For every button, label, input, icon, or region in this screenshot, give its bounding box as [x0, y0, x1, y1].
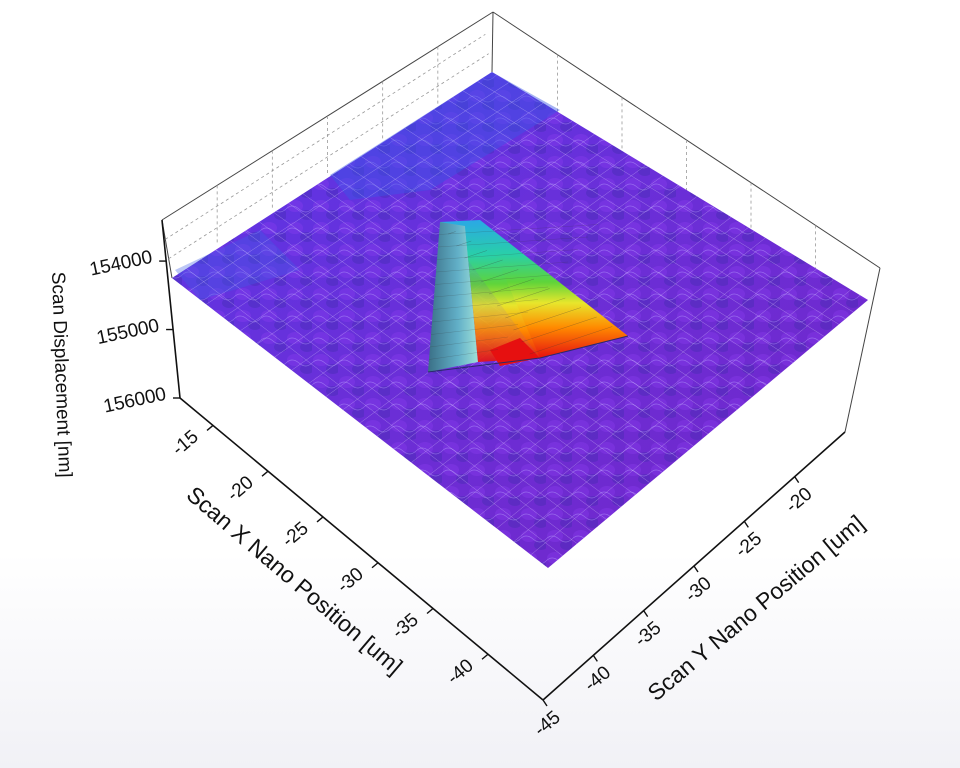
indent-wall	[428, 222, 478, 372]
x-tick-mark	[426, 607, 434, 615]
mesh-line	[436, 249, 579, 260]
y-tick-mark	[794, 476, 800, 484]
mesh-line	[513, 307, 582, 331]
x-axis-line	[179, 397, 544, 701]
mesh-line	[431, 311, 529, 323]
mesh-line	[497, 288, 550, 307]
mesh-line	[390, 137, 767, 386]
y-tick-mark	[693, 565, 699, 573]
mesh-line	[223, 102, 544, 318]
box-edge	[844, 267, 881, 433]
x-tick-mark	[206, 424, 214, 431]
mesh-line	[435, 261, 569, 273]
mesh-line	[419, 118, 796, 362]
mesh-line	[505, 297, 566, 319]
mesh-line	[462, 247, 783, 503]
mesh-line	[437, 236, 589, 248]
z-ticks: 154000 155000 156000	[88, 247, 180, 418]
y-tick-label: -30	[681, 573, 716, 607]
x-tick-mark	[371, 562, 379, 569]
x-tick-label: -15	[168, 426, 203, 460]
x-tick-label: -40	[443, 655, 478, 689]
y-tick-label: -35	[631, 618, 666, 652]
mesh-line	[438, 224, 599, 235]
mesh-line	[404, 127, 781, 374]
x-axis-label: Scan X Nano Position [um]	[182, 481, 408, 679]
mesh-line	[240, 113, 561, 331]
mesh-line	[215, 249, 592, 532]
x-tick-label: -30	[333, 564, 368, 598]
y-tick-mark	[643, 610, 649, 618]
z-tick-label: 155000	[95, 315, 161, 349]
mesh-line	[488, 278, 535, 295]
surface-ridge	[330, 72, 560, 200]
indent-rim	[427, 335, 629, 373]
mesh-line	[200, 259, 578, 544]
mesh-line	[257, 123, 578, 345]
mesh-line	[230, 240, 607, 520]
mesh-line	[434, 274, 559, 285]
y-tick-label: -20	[782, 484, 817, 518]
y-tick-label: -25	[732, 528, 767, 562]
mesh-line	[433, 109, 810, 349]
mesh-line	[186, 268, 563, 557]
z-tick-label: 156000	[102, 384, 168, 418]
mesh-line	[464, 250, 488, 259]
x-tick-mark	[481, 653, 489, 660]
y-tick-mark	[542, 699, 548, 707]
mesh-line	[274, 133, 595, 358]
mesh-line	[472, 259, 503, 271]
z-axis-label: Scan Displacement [nm]	[47, 271, 75, 478]
indent-face-left	[465, 220, 540, 362]
mesh-line	[496, 268, 817, 529]
mesh-line	[479, 258, 800, 516]
x-tick-mark	[261, 470, 269, 477]
box-edge	[491, 11, 494, 73]
mesh-line	[456, 240, 472, 247]
y-tick-label: -45	[530, 707, 565, 741]
mesh-line	[433, 286, 549, 298]
mesh-line	[462, 90, 840, 325]
z-tick-label: 154000	[88, 247, 154, 281]
indent	[427, 220, 629, 373]
wireframe	[186, 81, 854, 557]
mesh-line	[521, 316, 597, 343]
indent-mesh	[428, 224, 613, 360]
x-tick-label: -20	[223, 472, 258, 506]
mesh-line	[477, 81, 854, 313]
y-tick-label: -40	[581, 662, 616, 696]
mesh-line	[529, 326, 613, 355]
mesh-line	[428, 349, 499, 360]
y-tick-mark	[743, 520, 749, 528]
mesh-line	[530, 289, 852, 556]
mesh-line	[448, 99, 825, 337]
mesh-line	[375, 146, 752, 398]
x-tick-mark	[316, 516, 324, 523]
mesh-line	[432, 299, 539, 310]
x-tick-label: -25	[278, 518, 313, 552]
y-tick-mark	[592, 654, 598, 662]
mesh-line	[188, 82, 510, 292]
surface	[172, 72, 868, 568]
mesh-line	[428, 227, 749, 476]
mesh-line	[445, 237, 766, 490]
z-axis-line	[161, 219, 181, 399]
mesh-line	[448, 231, 456, 235]
indent-apex	[490, 338, 540, 366]
mesh-line	[206, 92, 527, 305]
mesh-line	[429, 336, 509, 348]
surface-edge-tint	[175, 230, 300, 300]
mesh-line	[480, 269, 519, 283]
mesh-line	[513, 279, 834, 542]
mesh-line	[430, 324, 519, 335]
x-tick-label: -35	[388, 609, 423, 643]
